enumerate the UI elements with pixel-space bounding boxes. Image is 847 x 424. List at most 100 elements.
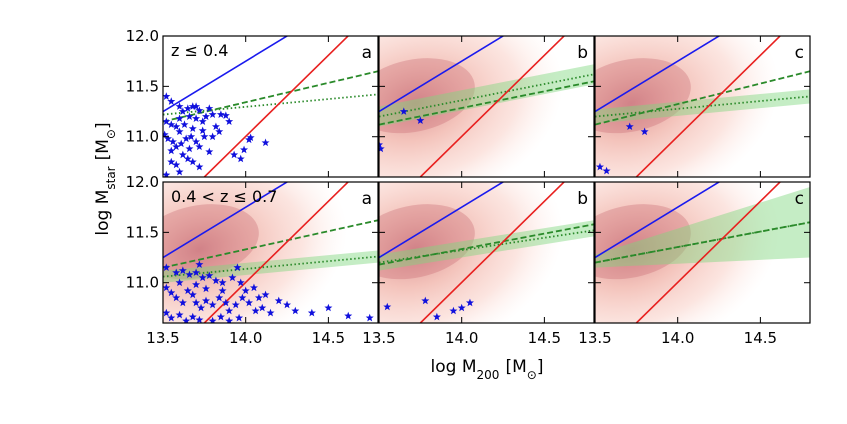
x-tick-label: 14.5 [744, 329, 777, 347]
y-tick-label: 11.0 [126, 128, 159, 146]
axis-labels: log M200 [M⊙] log Mstar[M⊙] [93, 122, 543, 382]
star-marker [235, 313, 244, 322]
panel-frame [378, 35, 595, 178]
star-marker [200, 132, 209, 141]
star-marker [261, 290, 270, 299]
panel-letter: c [795, 43, 804, 63]
star-marker [167, 157, 176, 166]
star-marker [195, 315, 204, 323]
star-marker [175, 278, 184, 287]
green-confidence-band [379, 64, 594, 127]
star-marker [167, 313, 176, 322]
star-marker [602, 166, 611, 175]
star-marker [185, 112, 194, 120]
density-core [379, 58, 475, 134]
green-confidence-band [163, 250, 378, 283]
star-marker [236, 154, 245, 163]
panel-high-z-c: c 13.5 14.0 14.5 [578, 181, 811, 347]
star-marker [261, 138, 270, 147]
panel-frame [162, 181, 379, 324]
star-marker [163, 92, 171, 100]
panel-letter: a [362, 189, 372, 209]
star-marker [221, 111, 230, 119]
star-marker [192, 102, 201, 110]
star-marker [163, 308, 171, 317]
star-marker [198, 273, 207, 282]
star-marker [211, 276, 220, 285]
star-marker [163, 263, 171, 272]
star-marker [202, 112, 210, 120]
x-tick-label: 13.5 [578, 329, 611, 347]
star-marker [198, 126, 207, 135]
star-marker [195, 260, 204, 268]
star-marker [182, 134, 191, 143]
star-marker [188, 124, 197, 133]
star-marker [183, 154, 192, 163]
star-marker [399, 107, 408, 115]
green-confidence-band [595, 89, 810, 124]
red-relation-line [635, 182, 782, 323]
star-marker [457, 303, 466, 312]
star-marker [195, 162, 204, 171]
star-marker [230, 150, 239, 159]
panel-plot-area [595, 36, 810, 177]
star-marker [167, 97, 176, 105]
density-core [595, 204, 691, 280]
star-marker [167, 120, 176, 129]
star-marker [163, 283, 171, 292]
star-marker [238, 293, 247, 302]
panel-plot-area [379, 182, 594, 323]
green-confidence-band [379, 220, 594, 271]
panel-frame [378, 181, 595, 324]
star-marker [254, 293, 263, 302]
star-marker [240, 145, 249, 154]
y-tick-label: 11.5 [126, 223, 159, 241]
star-marker [365, 313, 374, 322]
x-tick-label: 14.0 [661, 329, 694, 347]
star-marker [205, 147, 214, 156]
density-contours [379, 36, 564, 177]
star-marker [192, 280, 201, 289]
star-marker [208, 316, 217, 323]
density-core [595, 58, 691, 134]
star-marker [202, 284, 210, 293]
star-marker [251, 306, 260, 315]
green-dotted-fit-line [595, 221, 810, 264]
star-marker [379, 140, 383, 149]
star-marker [172, 268, 181, 277]
panel-frame [594, 181, 811, 324]
star-marker [178, 107, 187, 115]
star-marker [198, 117, 207, 126]
star-marker [211, 122, 220, 131]
star-marker [215, 293, 224, 302]
star-marker [249, 283, 258, 292]
star-marker [225, 306, 234, 315]
green-confidence-band [595, 187, 810, 268]
star-marker [188, 290, 197, 299]
star-marker [188, 157, 197, 166]
star-marker [266, 308, 275, 317]
red-relation-line [203, 36, 350, 177]
star-marker [246, 133, 255, 142]
panel-grid: a z ≤ 0.4 11.0 11.5 12.0 b c a 0.4 < z ≤ 0.7 11.0… [126, 27, 811, 347]
star-marker [215, 127, 224, 136]
panel-frame [162, 35, 379, 178]
green-dotted-fit-line [379, 73, 594, 118]
green-dashed-fit-line [379, 80, 594, 126]
star-marker [178, 298, 187, 307]
x-tick-label: 14.5 [528, 329, 561, 347]
panel-plot-area [163, 182, 378, 323]
star-marker [168, 137, 177, 146]
red-relation-line [635, 36, 782, 177]
y-tick-label: 11.5 [126, 77, 159, 95]
star-marker [188, 312, 197, 321]
star-marker [192, 298, 201, 307]
redshift-bin-label: 0.4 < z ≤ 0.7 [171, 187, 277, 206]
x-axis-label: log M200 [M⊙] [431, 357, 544, 382]
y-tick-label: 12.0 [126, 27, 159, 45]
star-marker [233, 263, 242, 272]
star-marker [218, 278, 227, 287]
star-marker [216, 312, 225, 321]
star-marker [178, 266, 187, 275]
